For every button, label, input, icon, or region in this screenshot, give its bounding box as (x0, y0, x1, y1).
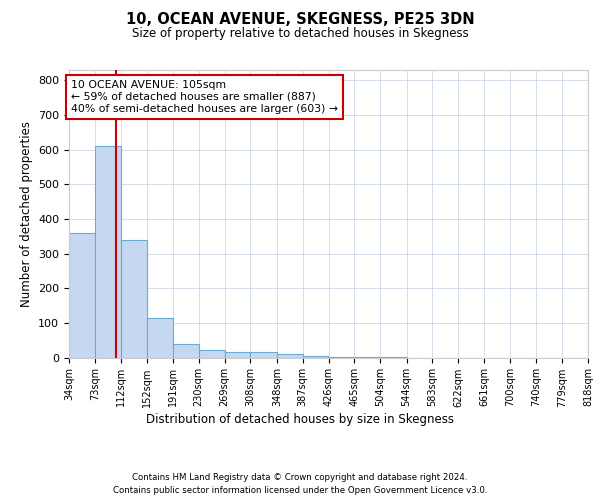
Text: Contains public sector information licensed under the Open Government Licence v3: Contains public sector information licen… (113, 486, 487, 495)
Text: Contains HM Land Registry data © Crown copyright and database right 2024.: Contains HM Land Registry data © Crown c… (132, 472, 468, 482)
Text: Size of property relative to detached houses in Skegness: Size of property relative to detached ho… (131, 28, 469, 40)
Bar (329, 357, 355, 358)
Text: Distribution of detached houses by size in Skegness: Distribution of detached houses by size … (146, 412, 454, 426)
Bar (250, 352, 277, 358)
Bar (121, 240, 147, 358)
Bar (199, 350, 224, 358)
Bar (277, 354, 302, 358)
Text: 10 OCEAN AVENUE: 105sqm
← 59% of detached houses are smaller (887)
40% of semi-d: 10 OCEAN AVENUE: 105sqm ← 59% of detache… (71, 80, 338, 114)
Bar (224, 352, 250, 358)
Y-axis label: Number of detached properties: Number of detached properties (20, 120, 32, 306)
Bar (69, 234, 95, 358)
Bar (302, 356, 329, 358)
Bar (95, 146, 121, 358)
Bar (147, 318, 173, 358)
Text: 10, OCEAN AVENUE, SKEGNESS, PE25 3DN: 10, OCEAN AVENUE, SKEGNESS, PE25 3DN (125, 12, 475, 28)
Bar (173, 344, 199, 358)
